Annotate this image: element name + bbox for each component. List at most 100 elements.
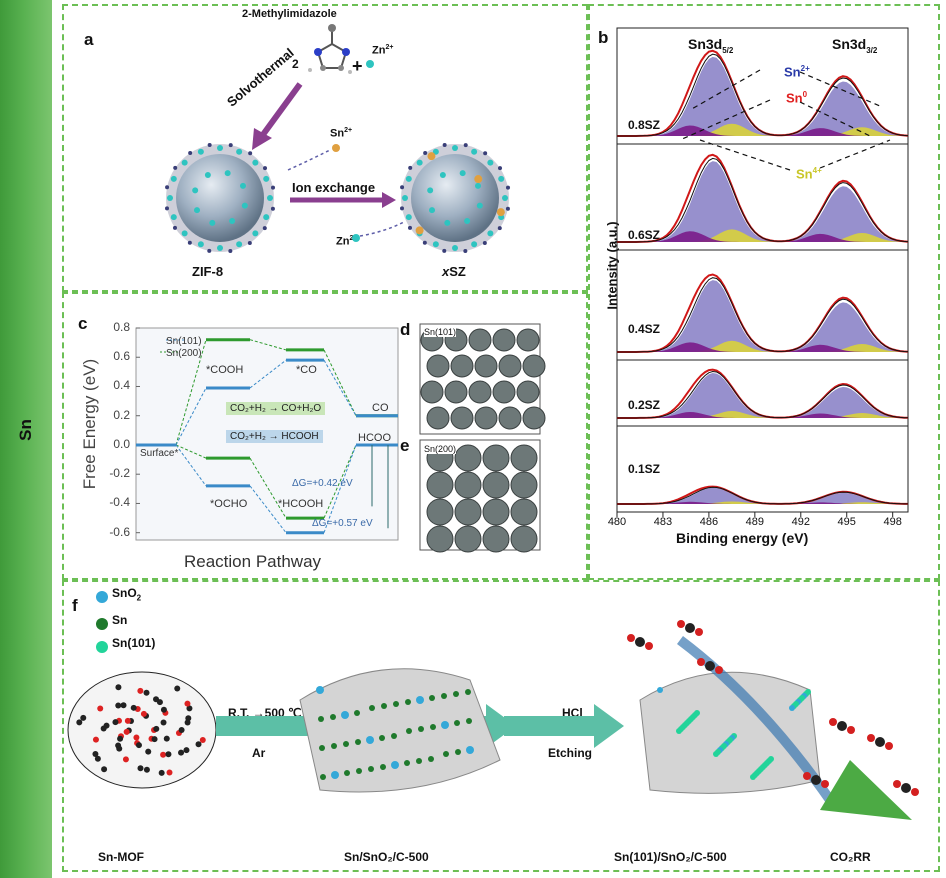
sheet1-particle xyxy=(405,699,411,705)
panel-b-letter: b xyxy=(598,28,609,47)
reaction-flow-arrow xyxy=(676,636,835,803)
linker-node xyxy=(207,248,212,253)
framework-node xyxy=(252,230,259,237)
framework-node xyxy=(416,159,423,166)
energy-connector xyxy=(175,444,207,459)
raw-spectrum xyxy=(617,486,908,505)
mof-atom xyxy=(185,715,192,722)
framework-node xyxy=(267,195,273,201)
ion-exchange-arrowhead xyxy=(382,192,396,208)
energy-connector xyxy=(175,387,207,446)
inner-node xyxy=(239,182,246,189)
sheet2-particle xyxy=(657,687,663,693)
linker-node xyxy=(407,225,412,230)
sn2-component xyxy=(617,373,908,418)
sn0-component xyxy=(617,501,908,504)
linker-node xyxy=(247,241,252,246)
inner-node xyxy=(204,172,211,179)
oxygen-atom xyxy=(847,726,855,734)
sn-atom xyxy=(474,406,498,430)
zn-ion-top: Zn2+ xyxy=(372,44,394,57)
linker-node xyxy=(164,206,169,211)
sn4-component xyxy=(617,123,908,136)
reaction1-box: CO₂+H₂ → CO+H₂O xyxy=(226,402,326,415)
caption-sn101-sno2-c: Sn(101)/SnO₂/C-500 xyxy=(614,850,727,864)
inner-node xyxy=(429,207,436,214)
linker-node xyxy=(423,150,428,155)
peak1-label: Sn3d5/2 xyxy=(688,36,734,55)
sheet1-particle xyxy=(406,728,412,734)
annotation-arrow xyxy=(819,139,891,169)
framework-node xyxy=(170,175,177,182)
sheet2-particle xyxy=(750,774,756,780)
sn-atom xyxy=(482,498,510,526)
sn4-component xyxy=(617,229,908,242)
sn4-component xyxy=(617,501,908,504)
sheet1-particle xyxy=(430,724,436,730)
framework-node xyxy=(236,148,243,155)
sn-atom xyxy=(510,444,538,472)
sn-site xyxy=(474,175,483,184)
sn-atom xyxy=(468,380,492,404)
framework-node xyxy=(181,159,188,166)
mof-atom xyxy=(133,734,140,741)
sn0-component xyxy=(617,342,908,352)
coefficient-2: 2 xyxy=(292,57,299,71)
framework-node xyxy=(498,175,505,182)
energy-connector xyxy=(175,444,207,487)
carbon-atom xyxy=(811,775,821,785)
sheet1-particle xyxy=(368,766,374,772)
sn-atom xyxy=(522,354,546,378)
xps-sample-label: 0.2SZ xyxy=(628,398,661,412)
framework-node xyxy=(197,148,204,155)
energy-y-tick-label: 0.2 xyxy=(113,407,130,422)
mof-atom xyxy=(178,726,185,733)
energy-connector xyxy=(249,359,287,389)
oxygen-atom xyxy=(867,734,875,742)
mof-atom xyxy=(115,702,122,709)
linker-node xyxy=(263,166,268,171)
linker-node xyxy=(228,143,233,148)
framework-node xyxy=(405,175,412,182)
mof-atom xyxy=(92,751,99,758)
mof-atom xyxy=(123,728,130,735)
sn4-component xyxy=(617,340,908,352)
sn200-inset-label: Sn(200) xyxy=(424,444,457,454)
mof-atom xyxy=(183,747,190,754)
oxygen-atom xyxy=(821,780,829,788)
mof-atom xyxy=(163,735,170,742)
sn-site xyxy=(496,208,505,217)
mof-atom xyxy=(130,704,137,711)
sheet1-particle xyxy=(331,771,339,779)
linker-node xyxy=(482,241,487,246)
label-dg2: ΔG=+0.57 eV xyxy=(312,518,373,529)
inner-node xyxy=(476,202,483,209)
sn0-component xyxy=(617,231,908,242)
arrow2-bottom-label: Etching xyxy=(548,746,592,760)
sheet1-particle xyxy=(318,716,324,722)
mof-atom xyxy=(143,766,150,773)
inner-node xyxy=(241,202,248,209)
energy-connector xyxy=(249,339,287,351)
raw-spectrum xyxy=(617,53,909,137)
linker-node xyxy=(497,226,502,231)
legend-sn101: Sn(101) xyxy=(112,636,156,650)
sheet1-particle xyxy=(428,756,434,762)
sn-ion-path xyxy=(287,149,331,171)
sheet1-particle xyxy=(355,739,361,745)
annotation-arrow xyxy=(679,99,771,141)
xps-x-tick-label: 495 xyxy=(837,516,856,528)
framework-node xyxy=(236,241,243,248)
sn-atom xyxy=(450,406,474,430)
inner-node xyxy=(229,217,236,224)
sheet1-particle xyxy=(379,735,385,741)
oxygen-atom xyxy=(695,628,703,636)
zif8-label: ZIF-8 xyxy=(192,264,224,279)
sheet1-particle xyxy=(466,746,474,754)
mof-atom xyxy=(122,756,129,763)
mof-atom xyxy=(120,702,127,709)
sheet1-particle xyxy=(343,741,349,747)
framework-node xyxy=(181,230,188,237)
linker-node xyxy=(172,225,177,230)
carbon-sheet-2 xyxy=(639,671,821,794)
